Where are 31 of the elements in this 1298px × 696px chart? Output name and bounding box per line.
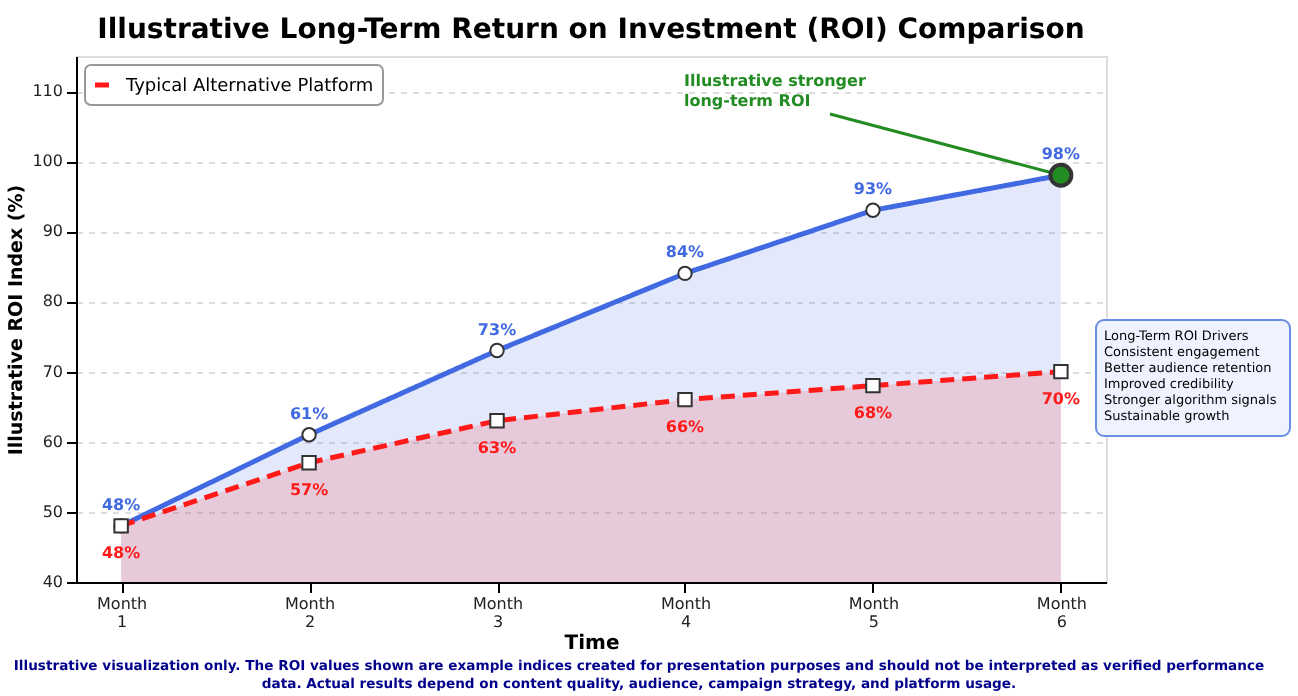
data-label: 73%	[477, 320, 517, 339]
x-tick-label: Month 5	[848, 595, 900, 631]
y-tick-label: 90	[42, 222, 63, 241]
annotation: Illustrative stronger long-term ROI	[684, 72, 866, 110]
data-label: 98%	[1041, 145, 1081, 164]
y-tick-label: 80	[42, 292, 63, 311]
y-tick-label: 40	[42, 573, 63, 591]
legend-label: Typical Alternative Platform	[124, 77, 374, 97]
data-label: 84%	[665, 243, 705, 262]
chart-title: Illustrative Long-Term Return on Investment (ROI) Comparison	[97, 14, 1085, 46]
x-tick-label: Month 6	[1036, 595, 1087, 631]
y-tick-label: 100	[32, 152, 63, 171]
data-label: 61%	[289, 404, 329, 423]
y-tick-label: 50	[42, 502, 63, 521]
x-tick-label: Month 4	[660, 595, 712, 631]
data-label: 57%	[289, 480, 329, 499]
data-label: 48%	[101, 543, 141, 562]
x-tick-label: Month 1	[97, 595, 148, 631]
data-label: 93%	[853, 180, 893, 199]
x-tick-label: Month 2	[284, 595, 336, 631]
y-axis-title: Illustrative ROI Index (%)	[6, 184, 29, 456]
data-label: 48%	[101, 495, 141, 514]
data-label: 66%	[665, 417, 705, 436]
data-label: 68%	[853, 403, 893, 422]
data-label: 70%	[1041, 389, 1081, 408]
y-tick-label: 60	[42, 432, 63, 451]
x-tick-label: Month 3	[472, 595, 524, 631]
y-tick-label: 70	[42, 362, 63, 381]
data-label: 63%	[477, 438, 517, 457]
x-axis-title: Time	[564, 633, 620, 655]
y-tick-label: 110	[32, 82, 63, 101]
